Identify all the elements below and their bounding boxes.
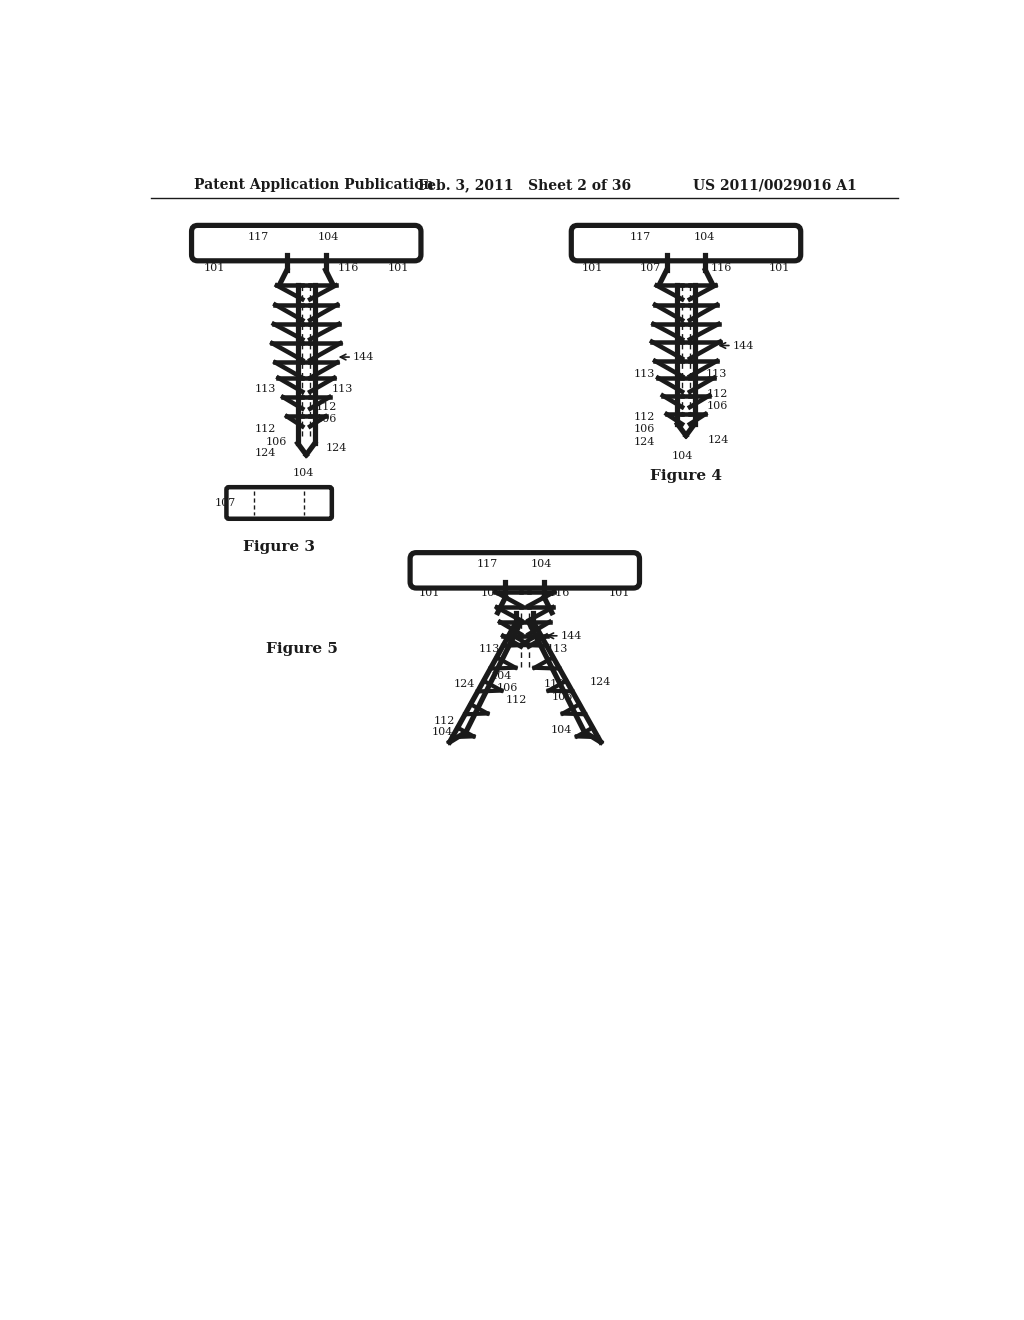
Text: 124: 124 [634, 437, 655, 446]
Text: 117: 117 [248, 232, 269, 242]
Text: 113: 113 [254, 384, 275, 395]
Text: 144: 144 [352, 352, 374, 362]
Text: 101: 101 [582, 263, 603, 273]
Text: Figure 4: Figure 4 [650, 470, 722, 483]
Text: 116: 116 [337, 263, 358, 273]
Text: 113: 113 [547, 644, 568, 653]
Text: 113: 113 [332, 384, 353, 395]
Text: 101: 101 [203, 263, 224, 273]
Text: Figure 5: Figure 5 [266, 642, 338, 656]
Text: 101: 101 [419, 587, 440, 598]
Text: 112: 112 [707, 389, 728, 399]
Text: 124: 124 [454, 678, 475, 689]
Text: 106: 106 [315, 413, 337, 424]
Text: 104: 104 [432, 727, 454, 737]
Text: 113: 113 [706, 370, 727, 379]
Text: 112: 112 [544, 680, 565, 689]
Text: 112: 112 [315, 403, 337, 412]
Text: 112: 112 [434, 715, 456, 726]
Text: 144: 144 [732, 341, 754, 351]
Text: 112: 112 [254, 425, 275, 434]
Text: 106: 106 [497, 684, 518, 693]
Text: 106: 106 [552, 693, 573, 702]
Text: 104: 104 [693, 232, 715, 242]
Text: 112: 112 [506, 694, 526, 705]
Text: 104: 104 [531, 560, 552, 569]
Text: Figure 3: Figure 3 [243, 540, 315, 554]
Text: 113: 113 [479, 644, 501, 653]
Text: 107: 107 [480, 587, 502, 598]
Text: 106: 106 [265, 437, 287, 446]
Text: 104: 104 [490, 671, 512, 681]
Text: 104: 104 [672, 451, 693, 462]
Text: 116: 116 [711, 263, 732, 273]
Text: 116: 116 [549, 587, 570, 598]
Text: Patent Application Publication: Patent Application Publication [194, 178, 433, 193]
Text: 124: 124 [326, 444, 347, 453]
Text: 104: 104 [292, 467, 313, 478]
FancyBboxPatch shape [410, 553, 640, 589]
Text: 101: 101 [768, 263, 790, 273]
Text: 117: 117 [477, 560, 498, 569]
FancyBboxPatch shape [571, 226, 801, 261]
Text: 106: 106 [707, 401, 728, 412]
FancyBboxPatch shape [226, 487, 332, 519]
Text: 117: 117 [630, 232, 650, 242]
Text: 101: 101 [388, 263, 409, 273]
Text: 107: 107 [640, 263, 660, 273]
Text: 112: 112 [634, 412, 655, 422]
Text: Feb. 3, 2011   Sheet 2 of 36: Feb. 3, 2011 Sheet 2 of 36 [418, 178, 632, 193]
Text: 144: 144 [560, 631, 582, 640]
Text: 104: 104 [317, 232, 339, 242]
Text: 124: 124 [590, 677, 611, 686]
Text: 106: 106 [634, 425, 655, 434]
Text: 104: 104 [550, 725, 571, 735]
Text: US 2011/0029016 A1: US 2011/0029016 A1 [693, 178, 856, 193]
Text: 124: 124 [254, 447, 275, 458]
Text: 107: 107 [215, 499, 237, 508]
Text: 101: 101 [608, 587, 630, 598]
Text: 124: 124 [708, 436, 729, 445]
FancyBboxPatch shape [191, 226, 421, 261]
Text: 113: 113 [634, 370, 655, 379]
